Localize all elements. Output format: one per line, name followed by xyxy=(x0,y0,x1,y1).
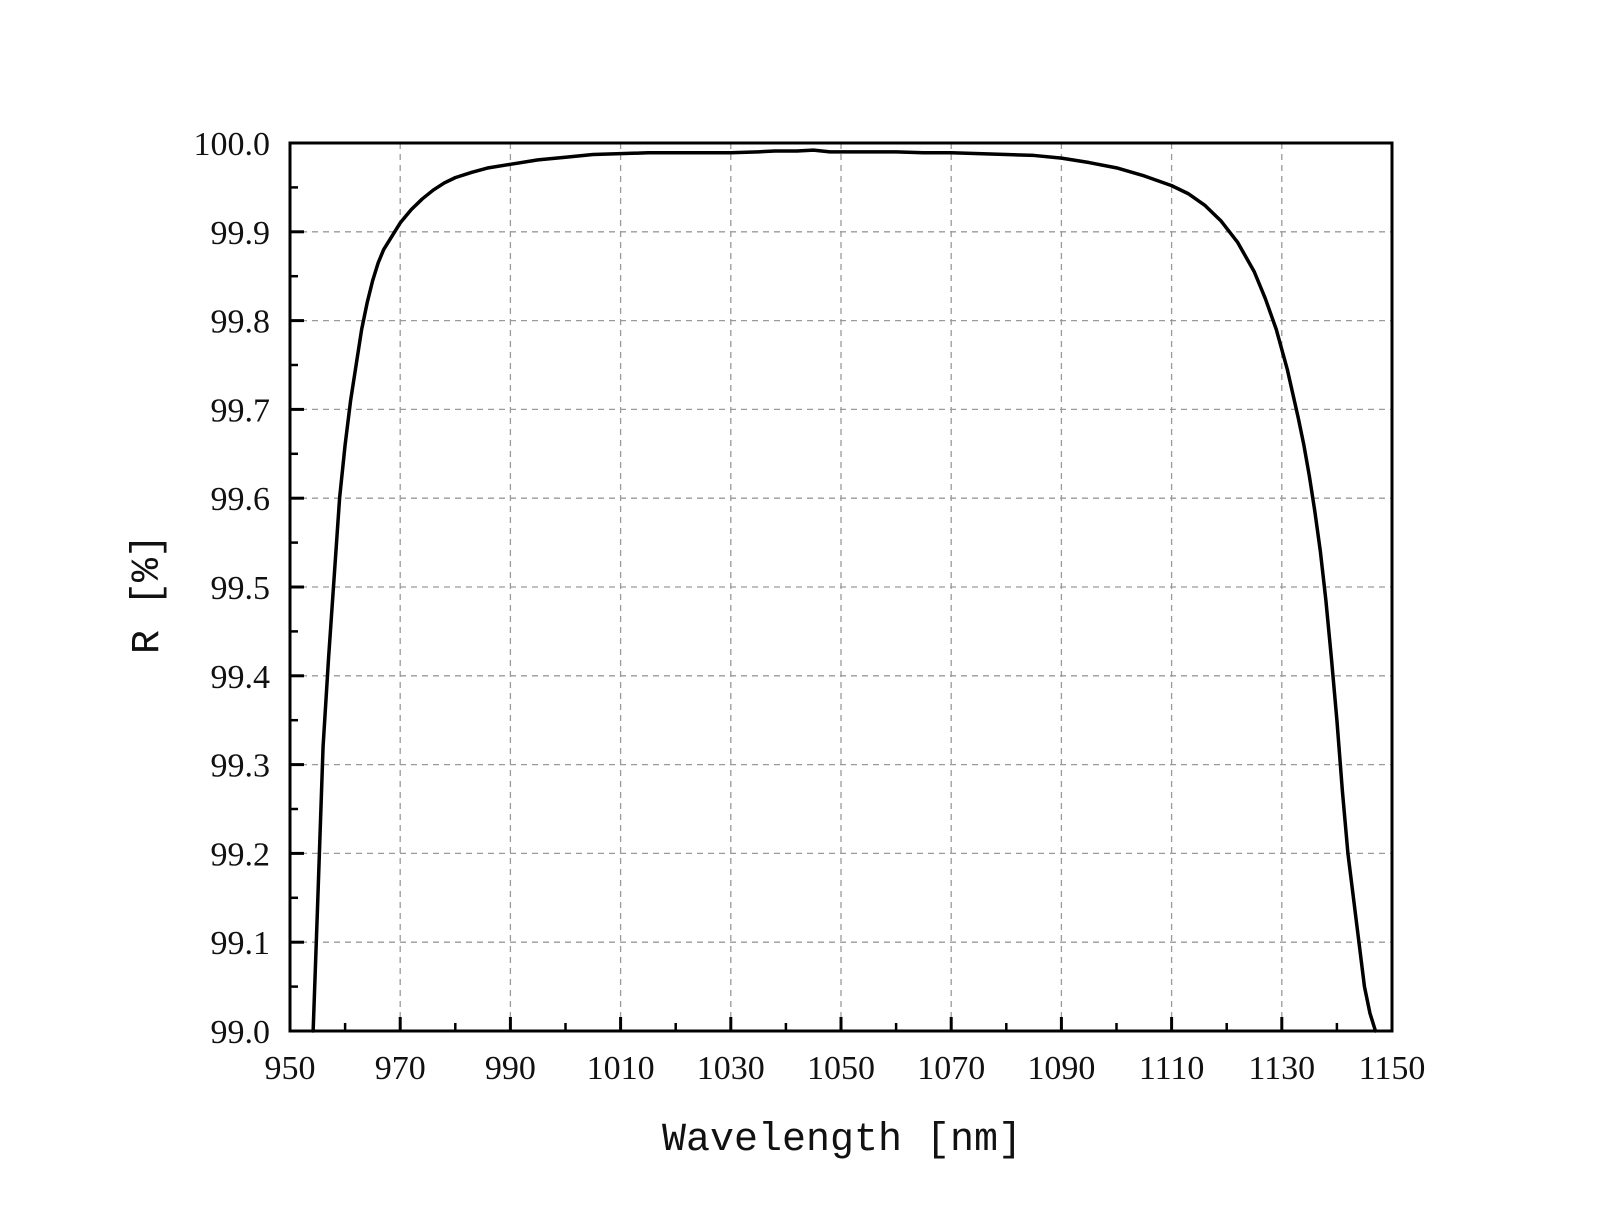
grid xyxy=(290,143,1392,1031)
x-tick-label: 1130 xyxy=(1248,1050,1315,1087)
plot-frame xyxy=(288,141,1394,1033)
x-tick-label: 950 xyxy=(265,1050,316,1087)
x-tick-label: 1110 xyxy=(1139,1050,1204,1087)
y-tick-label: 99.0 xyxy=(211,1014,271,1051)
y-tick-label: 99.1 xyxy=(211,925,271,962)
x-tick-label: 1150 xyxy=(1359,1050,1426,1087)
y-tick-label: 99.3 xyxy=(211,748,271,785)
x-axis-title: Wavelength [nm] xyxy=(662,1118,1022,1163)
y-tick-label: 99.7 xyxy=(211,392,271,429)
x-tick-label: 1010 xyxy=(587,1050,655,1087)
y-tick-label: 99.8 xyxy=(211,304,271,341)
y-tick-label: 99.5 xyxy=(211,570,271,607)
y-tick-labels: 99.0 99.1 99.2 99.3 99.4 99.5 99.6 99.7 99.8 99.9… xyxy=(194,126,271,1051)
y-tick-label: 99.4 xyxy=(211,659,271,696)
x-tick-label: 1050 xyxy=(807,1050,875,1087)
x-tick-label: 1070 xyxy=(917,1050,985,1087)
x-tick-label: 970 xyxy=(375,1050,426,1087)
y-tick-label: 100.0 xyxy=(194,126,271,163)
x-tick-label: 1030 xyxy=(697,1050,765,1087)
x-tick-label: 1090 xyxy=(1027,1050,1095,1087)
y-tick-label: 99.2 xyxy=(211,836,271,873)
y-tick-label: 99.6 xyxy=(211,481,271,518)
x-tick-label: 990 xyxy=(485,1050,536,1087)
series-line xyxy=(311,148,1378,1033)
y-tick-label: 99.9 xyxy=(211,215,271,252)
y-axis-title: R [%] xyxy=(126,534,171,654)
x-tick-labels: 950 970 990 1010 1030 1050 1070 1090 1110 1130 115… xyxy=(265,1050,1426,1087)
